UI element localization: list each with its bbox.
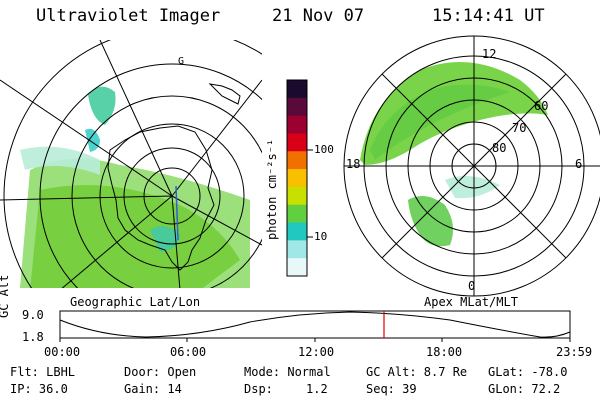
latitude-circle	[123, 147, 221, 245]
dayside-meridian-line	[175, 185, 179, 241]
coastline-label: G	[178, 56, 184, 67]
mlt-label-dusk: 18	[346, 157, 360, 171]
colorbar-segment	[287, 80, 307, 99]
colorbar-segment	[287, 169, 307, 188]
colorbar-unit-label: photon cm⁻²s⁻¹	[265, 139, 279, 240]
colorbar-segment	[287, 222, 307, 241]
timeline-y-axis-label-top: GC	[0, 303, 11, 318]
latitude-circle	[71, 95, 262, 288]
meridian-line	[0, 79, 173, 197]
latitude-circle	[39, 63, 262, 288]
colorbar-segment	[287, 258, 307, 277]
meridian-line	[99, 40, 173, 197]
instrument-title: Ultraviolet Imager	[36, 6, 221, 26]
mlat-label: 70	[512, 121, 526, 135]
colorbar-frame	[286, 79, 308, 277]
timeline-x-tick-label: 06:00	[170, 345, 207, 359]
meridian-line	[171, 79, 262, 197]
colorbar-tick-label: 10	[314, 230, 327, 243]
right-map-caption: Apex MLat/MLT	[424, 295, 518, 309]
right-apex-map: 12 18 6 0 60 70 80	[343, 35, 600, 297]
timeline-y-tick-max: 9.0	[22, 308, 44, 322]
dsp-status-label: Dsp:	[244, 382, 273, 396]
colorbar: 100 10 photon cm⁻²s⁻¹	[265, 79, 334, 277]
colorbar-segment	[287, 151, 307, 170]
ip-status: IP: 36.0	[10, 382, 68, 396]
colorbar-segment	[287, 115, 307, 134]
timeline-x-tick-label: 12:00	[298, 345, 335, 359]
gain-status: Gain: 14	[124, 382, 182, 396]
mlat-label: 80	[492, 141, 506, 155]
image-date: 21 Nov 07	[272, 6, 365, 26]
left-map-caption: Geographic Lat/Lon	[70, 295, 201, 309]
mlt-label-noon: 12	[482, 47, 496, 61]
aurora-oval-region	[360, 62, 548, 165]
colorbar-segment	[287, 204, 307, 224]
mode-status: Mode: Normal	[244, 365, 331, 379]
meridian-line	[61, 195, 173, 288]
altitude-timeline	[59, 310, 571, 342]
seq-status: Seq: 39	[366, 382, 417, 396]
timeline-frame	[59, 310, 571, 339]
glat-status: GLat: -78.0	[488, 365, 568, 379]
coastline	[107, 125, 215, 271]
latitude-circle	[3, 40, 262, 288]
colorbar-segment	[287, 240, 307, 259]
timeline-x-tick-label: 00:00	[44, 345, 81, 359]
mlt-label-dawn: 6	[575, 157, 582, 171]
aurora-oval-bright	[370, 84, 510, 160]
glon-status: GLon: 72.2	[488, 382, 561, 396]
altitude-curve	[59, 311, 571, 338]
aurora-spot	[85, 128, 100, 152]
meridian-line	[171, 195, 181, 288]
meridian-line	[171, 195, 262, 246]
aurora-oval-region	[408, 196, 454, 247]
meridian-line	[0, 195, 173, 201]
dsp-status-value: 1.2	[306, 382, 328, 396]
filter-status: Flt: LBHL	[10, 365, 76, 379]
colorbar-segment	[287, 97, 307, 117]
mlt-label-midnight: 0	[468, 279, 475, 293]
timeline-y-axis-label: GC Alt	[0, 274, 11, 318]
latitude-circle	[143, 167, 201, 225]
colorbar-segment	[287, 133, 307, 152]
mlat-label: 60	[534, 99, 548, 113]
colorbar-segment	[287, 186, 307, 206]
door-status: Door: Open	[124, 365, 197, 379]
colorbar-tick-label: 100	[314, 143, 334, 156]
latitude-circle	[99, 123, 245, 269]
gc-alt-status: GC Alt: 8.7 Re	[366, 365, 468, 379]
coastline	[208, 83, 241, 105]
left-geographic-map	[0, 40, 262, 288]
aurora-spot	[88, 86, 116, 125]
mlt-line	[381, 73, 567, 259]
image-time: 15:14:41 UT	[432, 6, 545, 26]
timeline-x-tick-label: 23:59	[556, 345, 593, 359]
aurora-spot	[150, 226, 180, 252]
timeline-y-axis-label-bottom: Alt	[0, 274, 11, 297]
timeline-y-tick-min: 1.8	[22, 330, 44, 344]
timeline-x-tick-label: 18:00	[426, 345, 463, 359]
aurora-edge-region	[20, 146, 100, 175]
